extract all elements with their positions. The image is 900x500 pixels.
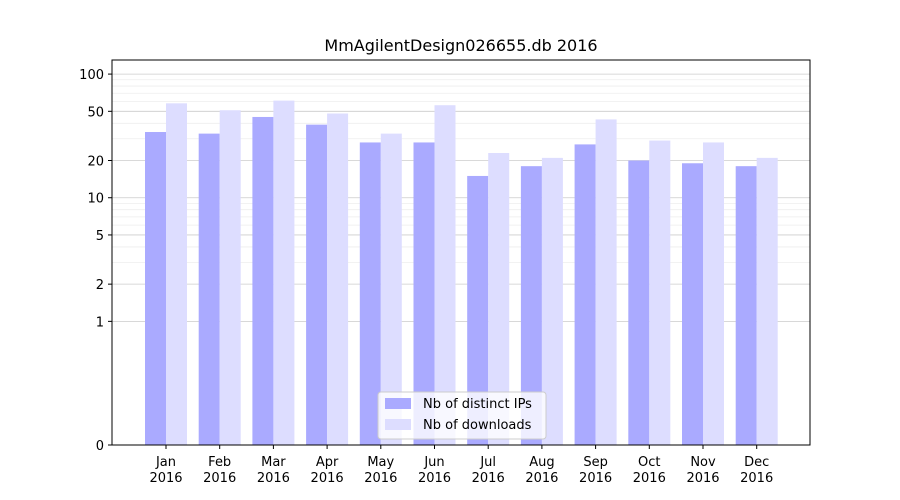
bar-downloads: [380, 133, 402, 445]
y-tick-label: 20: [87, 155, 104, 170]
x-tick-label-year: 2016: [740, 471, 773, 486]
bar-distinct-ips: [198, 133, 220, 445]
bar-distinct-ips: [145, 132, 166, 446]
x-tick-label-year: 2016: [579, 471, 612, 486]
x-tick-label-year: 2016: [525, 471, 558, 486]
legend: Nb of distinct IPs Nb of downloads: [377, 391, 547, 440]
bar-downloads: [488, 153, 510, 445]
bar-downloads: [595, 119, 617, 445]
x-tick-label-month: Feb: [208, 455, 231, 470]
x-tick-label-month: Jun: [423, 455, 444, 470]
x-tick-label-year: 2016: [686, 471, 719, 486]
bar-downloads: [273, 100, 295, 445]
y-tick-label: 10: [87, 192, 104, 207]
legend-label-downloads: Nb of downloads: [423, 418, 532, 433]
bar-distinct-ips: [735, 166, 757, 445]
x-tick-label-year: 2016: [203, 471, 236, 486]
x-tick-label-year: 2016: [364, 471, 397, 486]
x-tick-label-month: Mar: [261, 455, 286, 470]
x-tick-label-year: 2016: [311, 471, 344, 486]
chart-title: MmAgilentDesign026655.db 2016: [324, 36, 597, 55]
x-tick-label-year: 2016: [418, 471, 451, 486]
bar-distinct-ips: [520, 166, 542, 445]
bar-downloads: [327, 113, 349, 446]
bar-downloads: [649, 140, 671, 445]
plot-frame: [111, 59, 811, 446]
x-tick-label-year: 2016: [472, 471, 505, 486]
y-tick-label: 5: [96, 229, 104, 244]
x-tick-label-month: Oct: [638, 455, 660, 470]
x-tick-label-month: May: [367, 455, 394, 470]
bar-downloads: [703, 142, 724, 445]
y-tick-label: 100: [79, 68, 104, 83]
x-tick-label-month: Jan: [155, 455, 176, 470]
x-axis: Jan2016Feb2016Mar2016Apr2016May2016Jun20…: [149, 445, 773, 486]
x-tick-label-month: Sep: [583, 455, 608, 470]
bar-distinct-ips: [413, 142, 435, 445]
bar-downloads: [166, 103, 187, 445]
x-tick-label-month: Jul: [479, 455, 496, 470]
x-tick-label-year: 2016: [257, 471, 290, 486]
bar-distinct-ips: [359, 142, 381, 445]
bars: [145, 100, 778, 446]
bar-distinct-ips: [306, 124, 328, 445]
x-tick-label-year: 2016: [149, 471, 182, 486]
bar-distinct-ips: [628, 160, 650, 445]
x-tick-label-month: Nov: [690, 455, 716, 470]
x-tick-label-month: Dec: [744, 455, 769, 470]
x-tick-label-year: 2016: [633, 471, 666, 486]
legend-label-ips: Nb of distinct IPs: [423, 397, 532, 412]
bar-distinct-ips: [252, 116, 274, 445]
legend-box: [377, 391, 547, 440]
bar-downloads: [756, 157, 778, 446]
x-tick-label-month: Aug: [529, 455, 554, 470]
y-axis: 0 1 2 5 10 20 50 100: [79, 68, 112, 454]
bar-distinct-ips: [574, 144, 596, 445]
bar-distinct-ips: [467, 175, 489, 445]
y-tick-label: 50: [87, 105, 104, 120]
bar-downloads: [219, 110, 241, 445]
bar-downloads: [434, 105, 456, 445]
x-tick-label-month: Apr: [316, 455, 339, 470]
bar-downloads: [541, 157, 563, 446]
legend-swatch-ips: [385, 398, 411, 409]
legend-swatch-downloads: [385, 419, 411, 430]
y-tick-label: 1: [96, 315, 104, 330]
y-tick-label: 2: [96, 278, 104, 293]
y-tick-label: 0: [96, 439, 104, 454]
bar-distinct-ips: [682, 163, 703, 445]
